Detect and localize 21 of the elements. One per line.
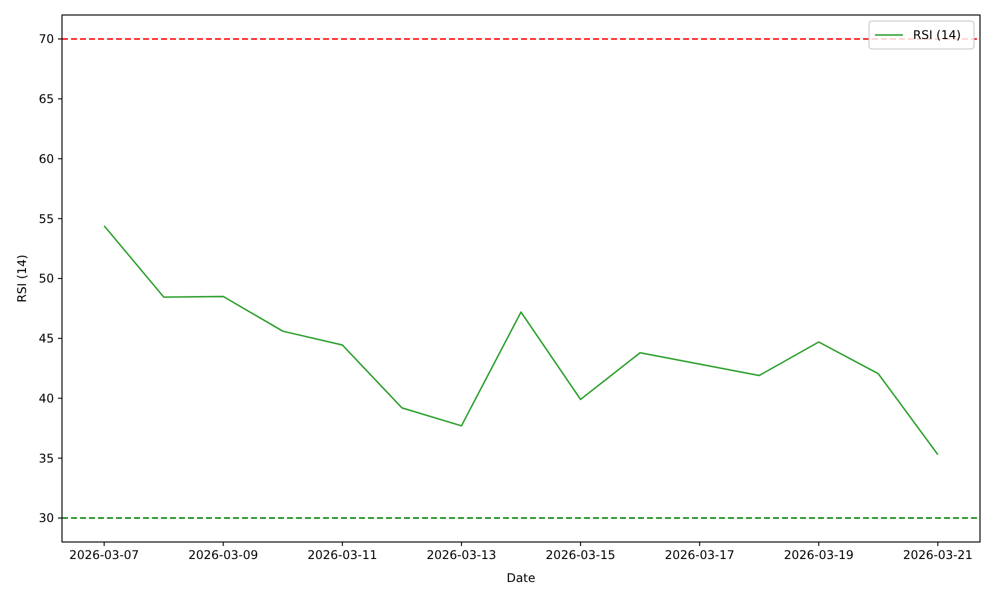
y-tick-label: 40 — [38, 391, 54, 406]
y-tick-label: 60 — [38, 152, 54, 166]
y-tick-label: 30 — [38, 511, 54, 526]
x-tick-label: 2026-03-09 — [188, 548, 258, 562]
x-tick-label: 2026-03-19 — [784, 548, 854, 562]
y-tick-label: 45 — [38, 332, 54, 346]
x-axis-title: Date — [506, 571, 536, 585]
y-tick-label: 55 — [38, 212, 54, 226]
y-tick-label: 50 — [38, 272, 54, 286]
y-tick-label: 35 — [38, 451, 54, 466]
x-tick-label: 2026-03-15 — [546, 548, 616, 562]
x-tick-label: 2026-03-21 — [902, 548, 973, 562]
x-tick-label: 2026-03-13 — [426, 548, 496, 562]
y-tick-label: 65 — [38, 92, 54, 106]
y-axis-title: RSI (14) — [15, 254, 29, 302]
x-tick-label: 2026-03-11 — [307, 548, 378, 562]
x-tick-label: 2026-03-17 — [664, 548, 735, 562]
line-series — [103, 225, 939, 456]
y-tick-label: 70 — [38, 32, 54, 46]
legend-label: RSI (14) — [913, 28, 961, 42]
x-tick-label: 2026-03-07 — [69, 548, 140, 562]
